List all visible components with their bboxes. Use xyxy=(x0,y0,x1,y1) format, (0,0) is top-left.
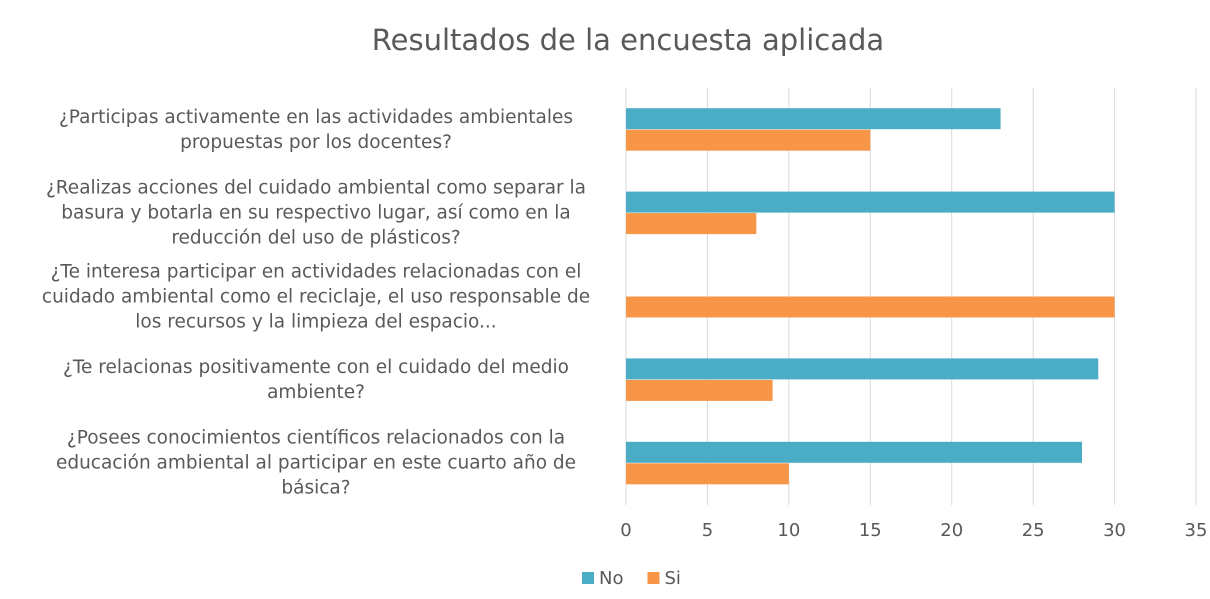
bar xyxy=(626,358,1099,380)
bar xyxy=(626,191,1115,213)
bar xyxy=(626,213,757,235)
bar xyxy=(626,463,789,485)
x-tick-label: 10 xyxy=(777,520,800,541)
category-label: ¿Participas activamente en las actividad… xyxy=(58,106,574,153)
x-tick-label: 15 xyxy=(859,520,882,541)
bar xyxy=(626,108,1001,130)
legend-swatch xyxy=(647,572,660,584)
bar xyxy=(626,296,1115,318)
legend-label: No xyxy=(599,568,623,589)
category-label: ¿Te interesa participar en actividades r… xyxy=(41,261,591,332)
x-tick-label: 35 xyxy=(1185,520,1208,541)
x-tick-label: 0 xyxy=(620,520,631,541)
legend-swatch xyxy=(582,572,594,584)
category-label: ¿Posees conocimientos científicos relaci… xyxy=(55,427,577,499)
category-label: ¿Realizas acciones del cuidado ambiental… xyxy=(45,177,587,249)
bar xyxy=(626,379,773,401)
chart-title: Resultados de la encuesta aplicada xyxy=(372,23,884,57)
x-tick-label: 5 xyxy=(702,520,713,541)
x-tick-label: 20 xyxy=(940,520,963,541)
x-tick-label: 25 xyxy=(1022,520,1045,541)
category-label: ¿Te relacionas positivamente con el cuid… xyxy=(63,356,569,403)
legend-label: Si xyxy=(664,568,680,589)
bar xyxy=(626,129,871,151)
bar xyxy=(626,441,1082,463)
x-tick-label: 30 xyxy=(1103,520,1126,541)
